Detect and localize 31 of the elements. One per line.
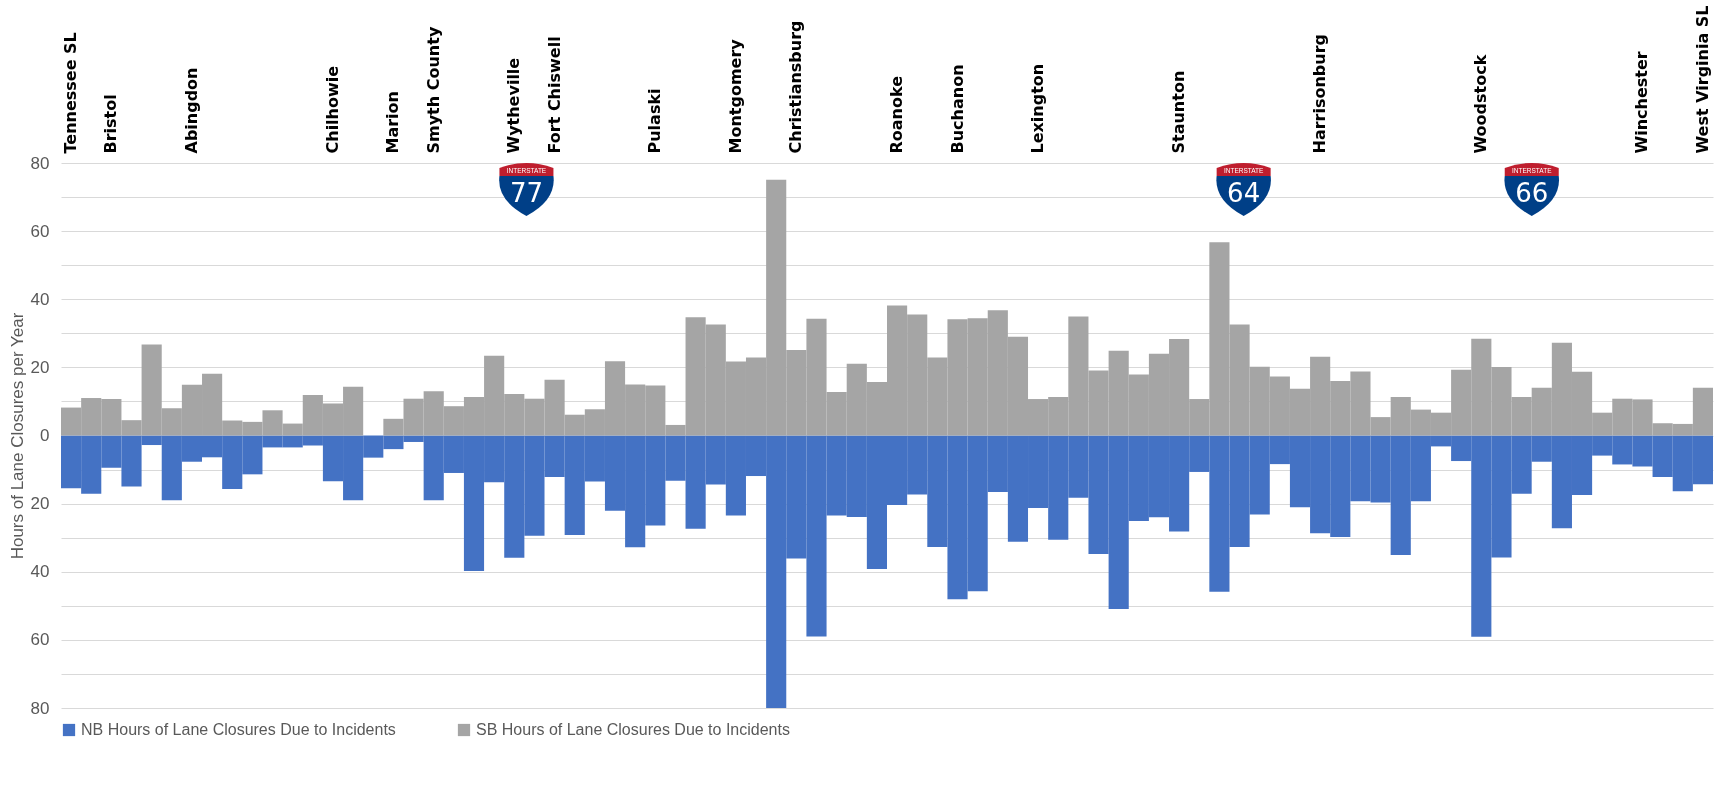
x-tick-label: Buchanon <box>947 64 967 154</box>
x-tick-label: Chilhowie <box>322 65 342 154</box>
x-tick-label: West Virginia SL <box>1692 5 1712 154</box>
x-tick-label: Roanoke <box>887 75 907 154</box>
y-axis-title: Hours of Lane Closures per Year <box>7 312 27 560</box>
x-tick-label: Marion <box>383 91 403 154</box>
y-tick-label: 20 <box>30 494 50 514</box>
x-tick-label: Christiansburg <box>786 20 806 154</box>
x-tick-label: Harrisonburg <box>1310 33 1330 154</box>
y-tick-label: 60 <box>30 221 50 241</box>
x-tick-label: Lexington <box>1028 63 1048 154</box>
y-tick-label: 20 <box>30 357 50 377</box>
y-tick-label: 60 <box>30 630 50 650</box>
legend-label: NB Hours of Lane Closures Due to Incidents <box>81 721 396 738</box>
x-tick-label: Tennessee SL <box>61 32 81 154</box>
x-tick-label: Winchester <box>1632 51 1652 154</box>
x-tick-label: Woodstock <box>1471 54 1491 154</box>
y-tick-label: 80 <box>30 698 50 718</box>
x-tick-label: Staunton <box>1169 70 1189 154</box>
y-tick-label: 80 <box>30 153 50 173</box>
legend-label: SB Hours of Lane Closures Due to Incidents <box>476 721 790 738</box>
x-tick-label: Bristol <box>101 94 121 154</box>
y-tick-label: 40 <box>30 562 50 582</box>
y-tick-label: 40 <box>30 289 50 309</box>
x-tick-label: Fort Chiswell <box>544 36 564 154</box>
x-tick-label: Pulaski <box>645 88 665 154</box>
y-tick-label: 0 <box>40 426 50 445</box>
x-tick-label: Wytheville <box>504 57 524 154</box>
x-tick-label: Abingdon <box>181 67 201 154</box>
x-tick-label: Smyth County <box>423 26 443 154</box>
x-tick-label: Montgomery <box>725 38 745 154</box>
